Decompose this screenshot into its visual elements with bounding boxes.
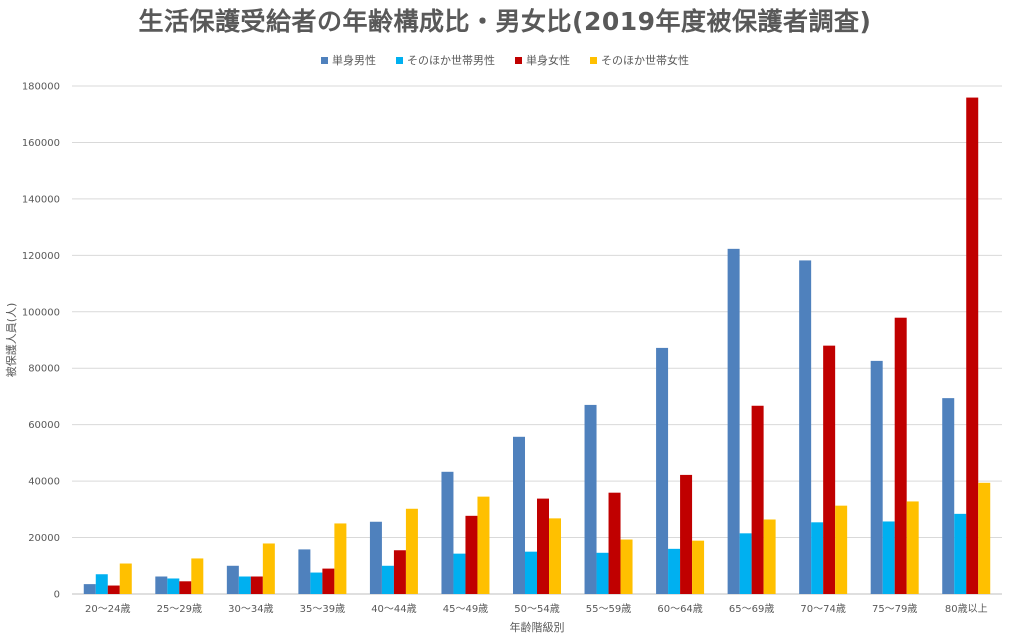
bar: [751, 405, 764, 594]
bar: [334, 523, 347, 594]
bar: [525, 551, 537, 594]
y-tick-label: 0: [54, 590, 60, 601]
x-tick-label: 65〜69歳: [729, 603, 774, 615]
bar: [835, 505, 848, 594]
bar: [95, 574, 108, 594]
legend-item: そのほか世帯男性: [396, 52, 495, 68]
bar: [954, 513, 967, 594]
x-tick-label: 45〜49歳: [443, 603, 488, 615]
bar: [799, 260, 812, 594]
bar: [453, 553, 466, 594]
y-tick-label: 100000: [22, 307, 60, 318]
y-tick-label: 60000: [28, 420, 60, 431]
bar: [155, 576, 168, 594]
bar: [322, 568, 335, 594]
x-tick-label: 20〜24歳: [85, 603, 130, 615]
x-axis-title: 年齢階級別: [510, 620, 565, 634]
x-tick-label: 70〜74歳: [800, 603, 845, 615]
bar: [966, 97, 979, 595]
y-axis-title: 被保護人員(人): [4, 303, 18, 378]
x-tick-label: 55〜59歳: [586, 603, 631, 615]
bar: [441, 471, 454, 594]
bar: [739, 533, 752, 594]
chart-legend: 単身男性 そのほか世帯男性 単身女性 そのほか世帯女性: [0, 52, 1010, 68]
bar: [179, 581, 192, 594]
bar: [823, 345, 836, 594]
bar: [727, 248, 740, 594]
bar: [250, 576, 263, 594]
y-tick-label: 80000: [28, 364, 60, 375]
bar: [238, 576, 251, 594]
bar: [894, 317, 907, 594]
x-tick-label: 35〜39歳: [300, 603, 345, 615]
bar: [870, 360, 883, 594]
bar: [537, 498, 549, 594]
bar: [656, 347, 669, 594]
legend-label: 単身男性: [332, 54, 376, 67]
legend-label: そのほか世帯女性: [601, 54, 689, 67]
y-tick-label: 140000: [22, 194, 60, 205]
legend-swatch: [396, 56, 403, 64]
bar: [393, 550, 406, 594]
legend-swatch: [515, 56, 522, 64]
legend-swatch: [321, 56, 328, 64]
bar: [668, 548, 681, 594]
bar: [763, 519, 776, 594]
bar: [310, 572, 323, 594]
bar: [262, 543, 275, 594]
legend-label: そのほか世帯男性: [407, 54, 495, 67]
bar: [596, 552, 609, 594]
y-tick-label: 180000: [22, 82, 60, 93]
bar: [608, 492, 621, 594]
bar: [978, 482, 991, 594]
bar: [298, 549, 311, 594]
legend-item: 単身男性: [321, 52, 376, 68]
bar: [811, 522, 824, 594]
chart-title: 生活保護受給者の年齢構成比・男女比(2019年度被保護者調査): [138, 7, 872, 36]
y-tick-label: 160000: [22, 138, 60, 149]
bar: [942, 398, 955, 594]
legend-item: そのほか世帯女性: [590, 52, 689, 68]
x-tick-label: 60〜64歳: [657, 603, 702, 615]
bar: [119, 563, 132, 594]
bar: [680, 474, 693, 594]
bar: [584, 404, 597, 594]
bar: [369, 521, 382, 594]
x-tick-label: 40〜44歳: [371, 603, 416, 615]
y-tick-label: 120000: [22, 251, 60, 262]
bar: [549, 518, 561, 594]
y-tick-label: 40000: [28, 477, 60, 488]
bar: [513, 436, 525, 594]
legend-swatch: [590, 56, 597, 64]
bar: [83, 584, 96, 594]
bar: [465, 515, 478, 594]
x-tick-label: 30〜34歳: [228, 603, 273, 615]
legend-item: 単身女性: [515, 52, 570, 68]
bar: [620, 539, 633, 594]
x-tick-label: 80歳以上: [945, 603, 988, 615]
legend-label: 単身女性: [526, 54, 570, 67]
bar: [882, 521, 895, 594]
bar: [191, 558, 204, 594]
bar: [167, 578, 180, 594]
bar: [405, 508, 418, 594]
x-tick-label: 25〜29歳: [157, 603, 202, 615]
x-tick-label: 75〜79歳: [872, 603, 917, 615]
bar: [477, 496, 490, 594]
bar: [692, 540, 705, 594]
bar: [107, 585, 120, 594]
bar: [226, 565, 239, 594]
bar: [906, 501, 919, 594]
bar: [381, 565, 394, 594]
x-tick-label: 50〜54歳: [514, 603, 559, 615]
y-tick-label: 20000: [28, 533, 60, 544]
